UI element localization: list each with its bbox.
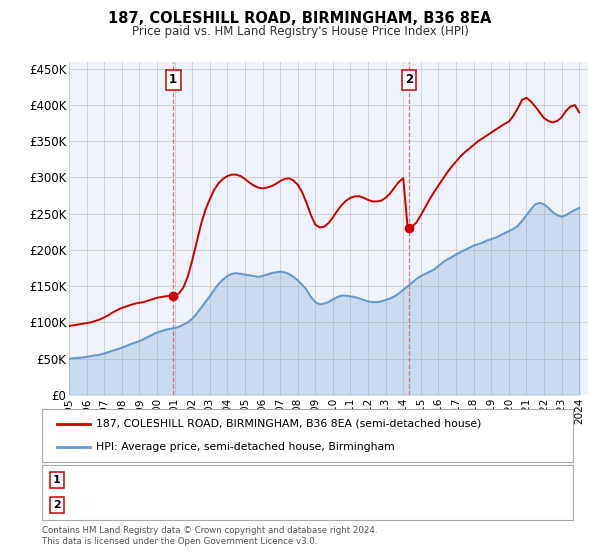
- Text: £230,000: £230,000: [249, 500, 303, 510]
- Text: Contains HM Land Registry data © Crown copyright and database right 2024.
This d: Contains HM Land Registry data © Crown c…: [42, 526, 377, 546]
- Text: 08-DEC-2000: 08-DEC-2000: [87, 475, 163, 484]
- Text: 2: 2: [405, 73, 413, 86]
- Text: Price paid vs. HM Land Registry's House Price Index (HPI): Price paid vs. HM Land Registry's House …: [131, 25, 469, 38]
- Text: 2: 2: [53, 500, 61, 510]
- Text: 49% ↑ HPI: 49% ↑ HPI: [369, 500, 430, 510]
- Text: 02-MAY-2014: 02-MAY-2014: [87, 500, 161, 510]
- Text: 1: 1: [53, 475, 61, 484]
- Text: 1: 1: [169, 73, 177, 86]
- Text: HPI: Average price, semi-detached house, Birmingham: HPI: Average price, semi-detached house,…: [96, 442, 395, 452]
- Text: 93% ↑ HPI: 93% ↑ HPI: [369, 475, 430, 484]
- Text: £136,500: £136,500: [249, 475, 303, 484]
- Text: 187, COLESHILL ROAD, BIRMINGHAM, B36 8EA (semi-detached house): 187, COLESHILL ROAD, BIRMINGHAM, B36 8EA…: [96, 419, 481, 429]
- Text: 187, COLESHILL ROAD, BIRMINGHAM, B36 8EA: 187, COLESHILL ROAD, BIRMINGHAM, B36 8EA: [109, 11, 491, 26]
